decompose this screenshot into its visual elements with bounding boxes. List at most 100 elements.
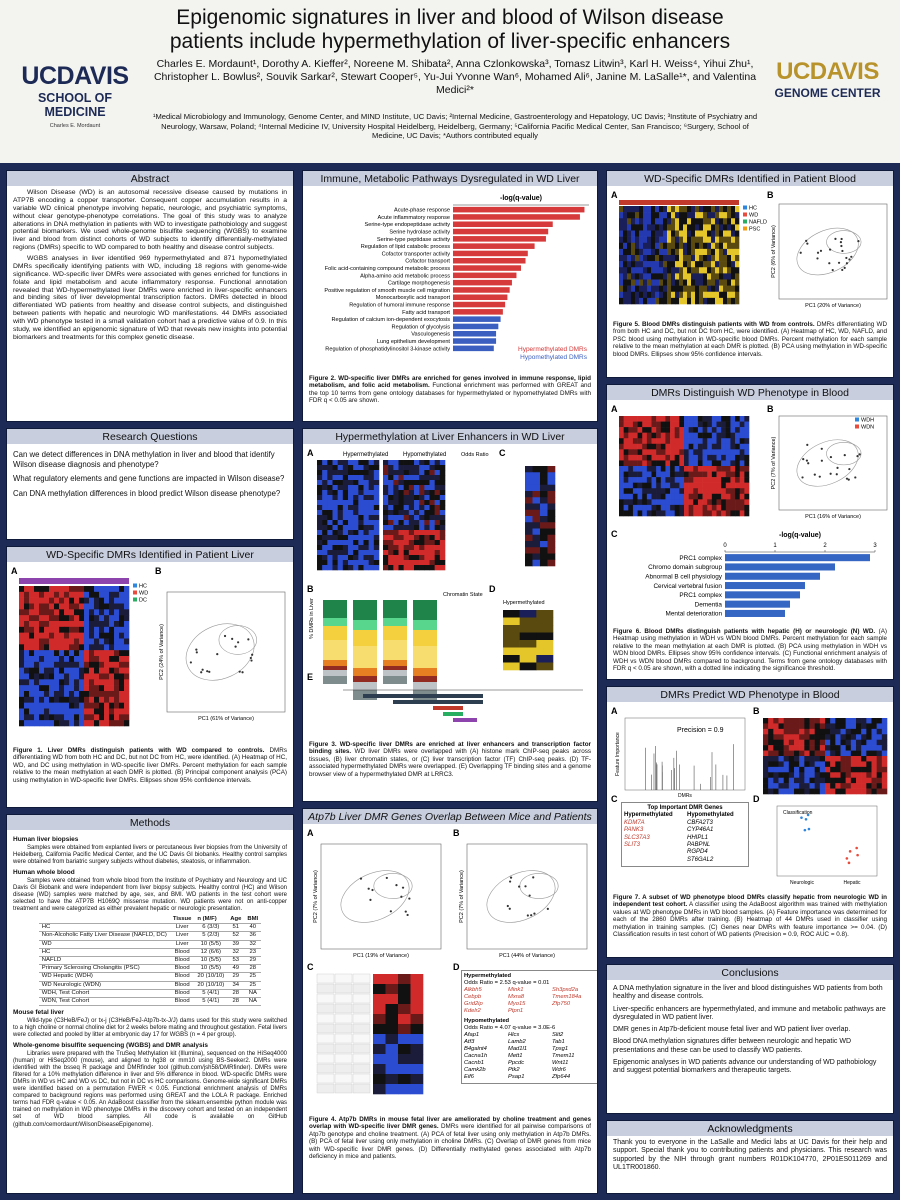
heatmap-cell xyxy=(327,515,333,521)
heatmap-cell xyxy=(414,515,420,521)
heatmap-cell xyxy=(735,230,740,237)
heatmap-cell xyxy=(353,510,359,516)
heatmap-cell xyxy=(632,416,638,422)
heatmap-cell xyxy=(373,540,380,546)
heatmap-cell xyxy=(881,745,888,751)
heatmap-cell xyxy=(373,1084,386,1095)
heatmap-cell xyxy=(684,510,689,517)
caption-title: Figure 3. WD-specific liver DMRs are enr… xyxy=(309,741,591,756)
heatmap-cell xyxy=(39,720,45,727)
heatmap-cell xyxy=(619,471,624,478)
table-decor xyxy=(334,1033,353,1044)
heatmap-cell xyxy=(540,491,548,498)
heatmap-cell xyxy=(419,500,425,506)
heatmap-cell xyxy=(19,656,25,663)
heatmap-cell xyxy=(94,696,100,703)
heatmap-cell xyxy=(671,212,676,219)
pca-point xyxy=(829,472,832,475)
heatmap-cell xyxy=(727,273,732,280)
heatmap-cell xyxy=(99,591,105,598)
heatmap-cell xyxy=(730,438,736,445)
heatmap-cell xyxy=(332,540,338,546)
heatmap-cell xyxy=(730,482,736,489)
heatmap-cell xyxy=(410,1074,424,1085)
heatmap-cell xyxy=(721,454,727,461)
affiliations: ¹Medical Microbiology and Immunology, Ge… xyxy=(152,112,758,140)
heatmap-cell xyxy=(655,212,660,219)
heatmap-cell xyxy=(398,555,404,561)
heatmap-cell xyxy=(651,248,656,256)
heatmap-cell xyxy=(637,488,643,495)
heatmap-cell xyxy=(665,449,671,456)
table-header: Tissue n (M/F) Age BMI xyxy=(38,915,262,925)
heatmap-cell xyxy=(773,777,779,784)
legend-swatch xyxy=(743,226,747,231)
heatmap-cell xyxy=(398,994,411,1005)
heatmap-cell xyxy=(49,591,55,598)
table-row: WD Neurologic (WDN) Blood 20 (10/10) 34 25 xyxy=(38,981,262,990)
heatmap-cell xyxy=(327,470,333,476)
heatmap-cell xyxy=(424,485,430,491)
heatmap-cell xyxy=(49,673,55,680)
heatmap-cell xyxy=(414,475,420,481)
heatmap-cell xyxy=(429,485,435,491)
heatmap-cell xyxy=(547,478,556,486)
heatmap-cell xyxy=(385,1044,399,1055)
caption-title: Figure 5. Blood DMRs distinguish patient… xyxy=(613,321,815,328)
heatmap-cell xyxy=(39,591,45,598)
heatmap-cell xyxy=(49,644,55,651)
table-cell: 53 xyxy=(227,956,245,966)
heatmap-cell xyxy=(627,206,632,213)
legend-swatch xyxy=(743,219,747,224)
heatmap-cell xyxy=(393,565,399,571)
category-label: Cofactor transporter activity xyxy=(382,251,451,257)
heatmap-cell xyxy=(327,530,333,536)
heatmap-cell xyxy=(368,495,375,501)
heatmap-cell xyxy=(317,515,323,521)
heatmap-cell xyxy=(711,449,717,456)
heatmap-cell xyxy=(739,482,745,489)
table-decor xyxy=(316,993,335,1004)
heatmap-cell xyxy=(719,212,724,219)
heatmap-cell xyxy=(707,218,712,225)
heatmap-cell xyxy=(44,626,50,633)
heatmap-cell xyxy=(540,516,548,523)
table-row: WDN, Test Cohort Blood 5 (4/1) 28 NA xyxy=(38,997,262,1007)
heatmap-cell xyxy=(119,586,125,593)
table-row: WDH, Test Cohort Blood 5 (4/1) 28 NA xyxy=(38,989,262,998)
heatmap-cell xyxy=(434,555,441,561)
heatmap-cell xyxy=(670,510,676,517)
heatmap-cell xyxy=(547,509,556,517)
heatmap-cell xyxy=(814,756,821,762)
heatmap-cell xyxy=(825,766,831,773)
heatmap-cell xyxy=(881,761,888,768)
heatmap-cell xyxy=(699,224,704,231)
heatmap-cell xyxy=(332,480,338,486)
heatmap-cell xyxy=(327,565,333,571)
heatmap-cell xyxy=(647,230,652,237)
heatmap-cell xyxy=(825,745,831,751)
heatmap-cell xyxy=(327,500,333,506)
heatmap-cell xyxy=(655,236,660,244)
heatmap-cell xyxy=(69,591,75,598)
heatmap-cell xyxy=(619,454,624,461)
heatmap-cell xyxy=(54,696,60,703)
heatmap-cell xyxy=(850,761,857,768)
heatmap-cell xyxy=(24,708,30,715)
heatmap-cell xyxy=(721,510,727,517)
heatmap-cell xyxy=(353,540,359,546)
heatmap-cell xyxy=(866,777,872,784)
heatmap-cell xyxy=(519,640,537,648)
gene: Tmem11 xyxy=(552,1053,575,1059)
heatmap-cell xyxy=(358,475,364,481)
heatmap-cell xyxy=(719,230,724,237)
heatmap-cell xyxy=(619,460,624,467)
heatmap-cell xyxy=(124,603,130,610)
heatmap-cell xyxy=(317,465,323,471)
heatmap-cell xyxy=(646,421,652,428)
heatmap-cell xyxy=(830,728,836,735)
stack-decor xyxy=(383,618,407,626)
heatmap-cell xyxy=(34,586,40,593)
heatmap-cell xyxy=(44,591,50,598)
heatmap-cell xyxy=(373,500,380,506)
